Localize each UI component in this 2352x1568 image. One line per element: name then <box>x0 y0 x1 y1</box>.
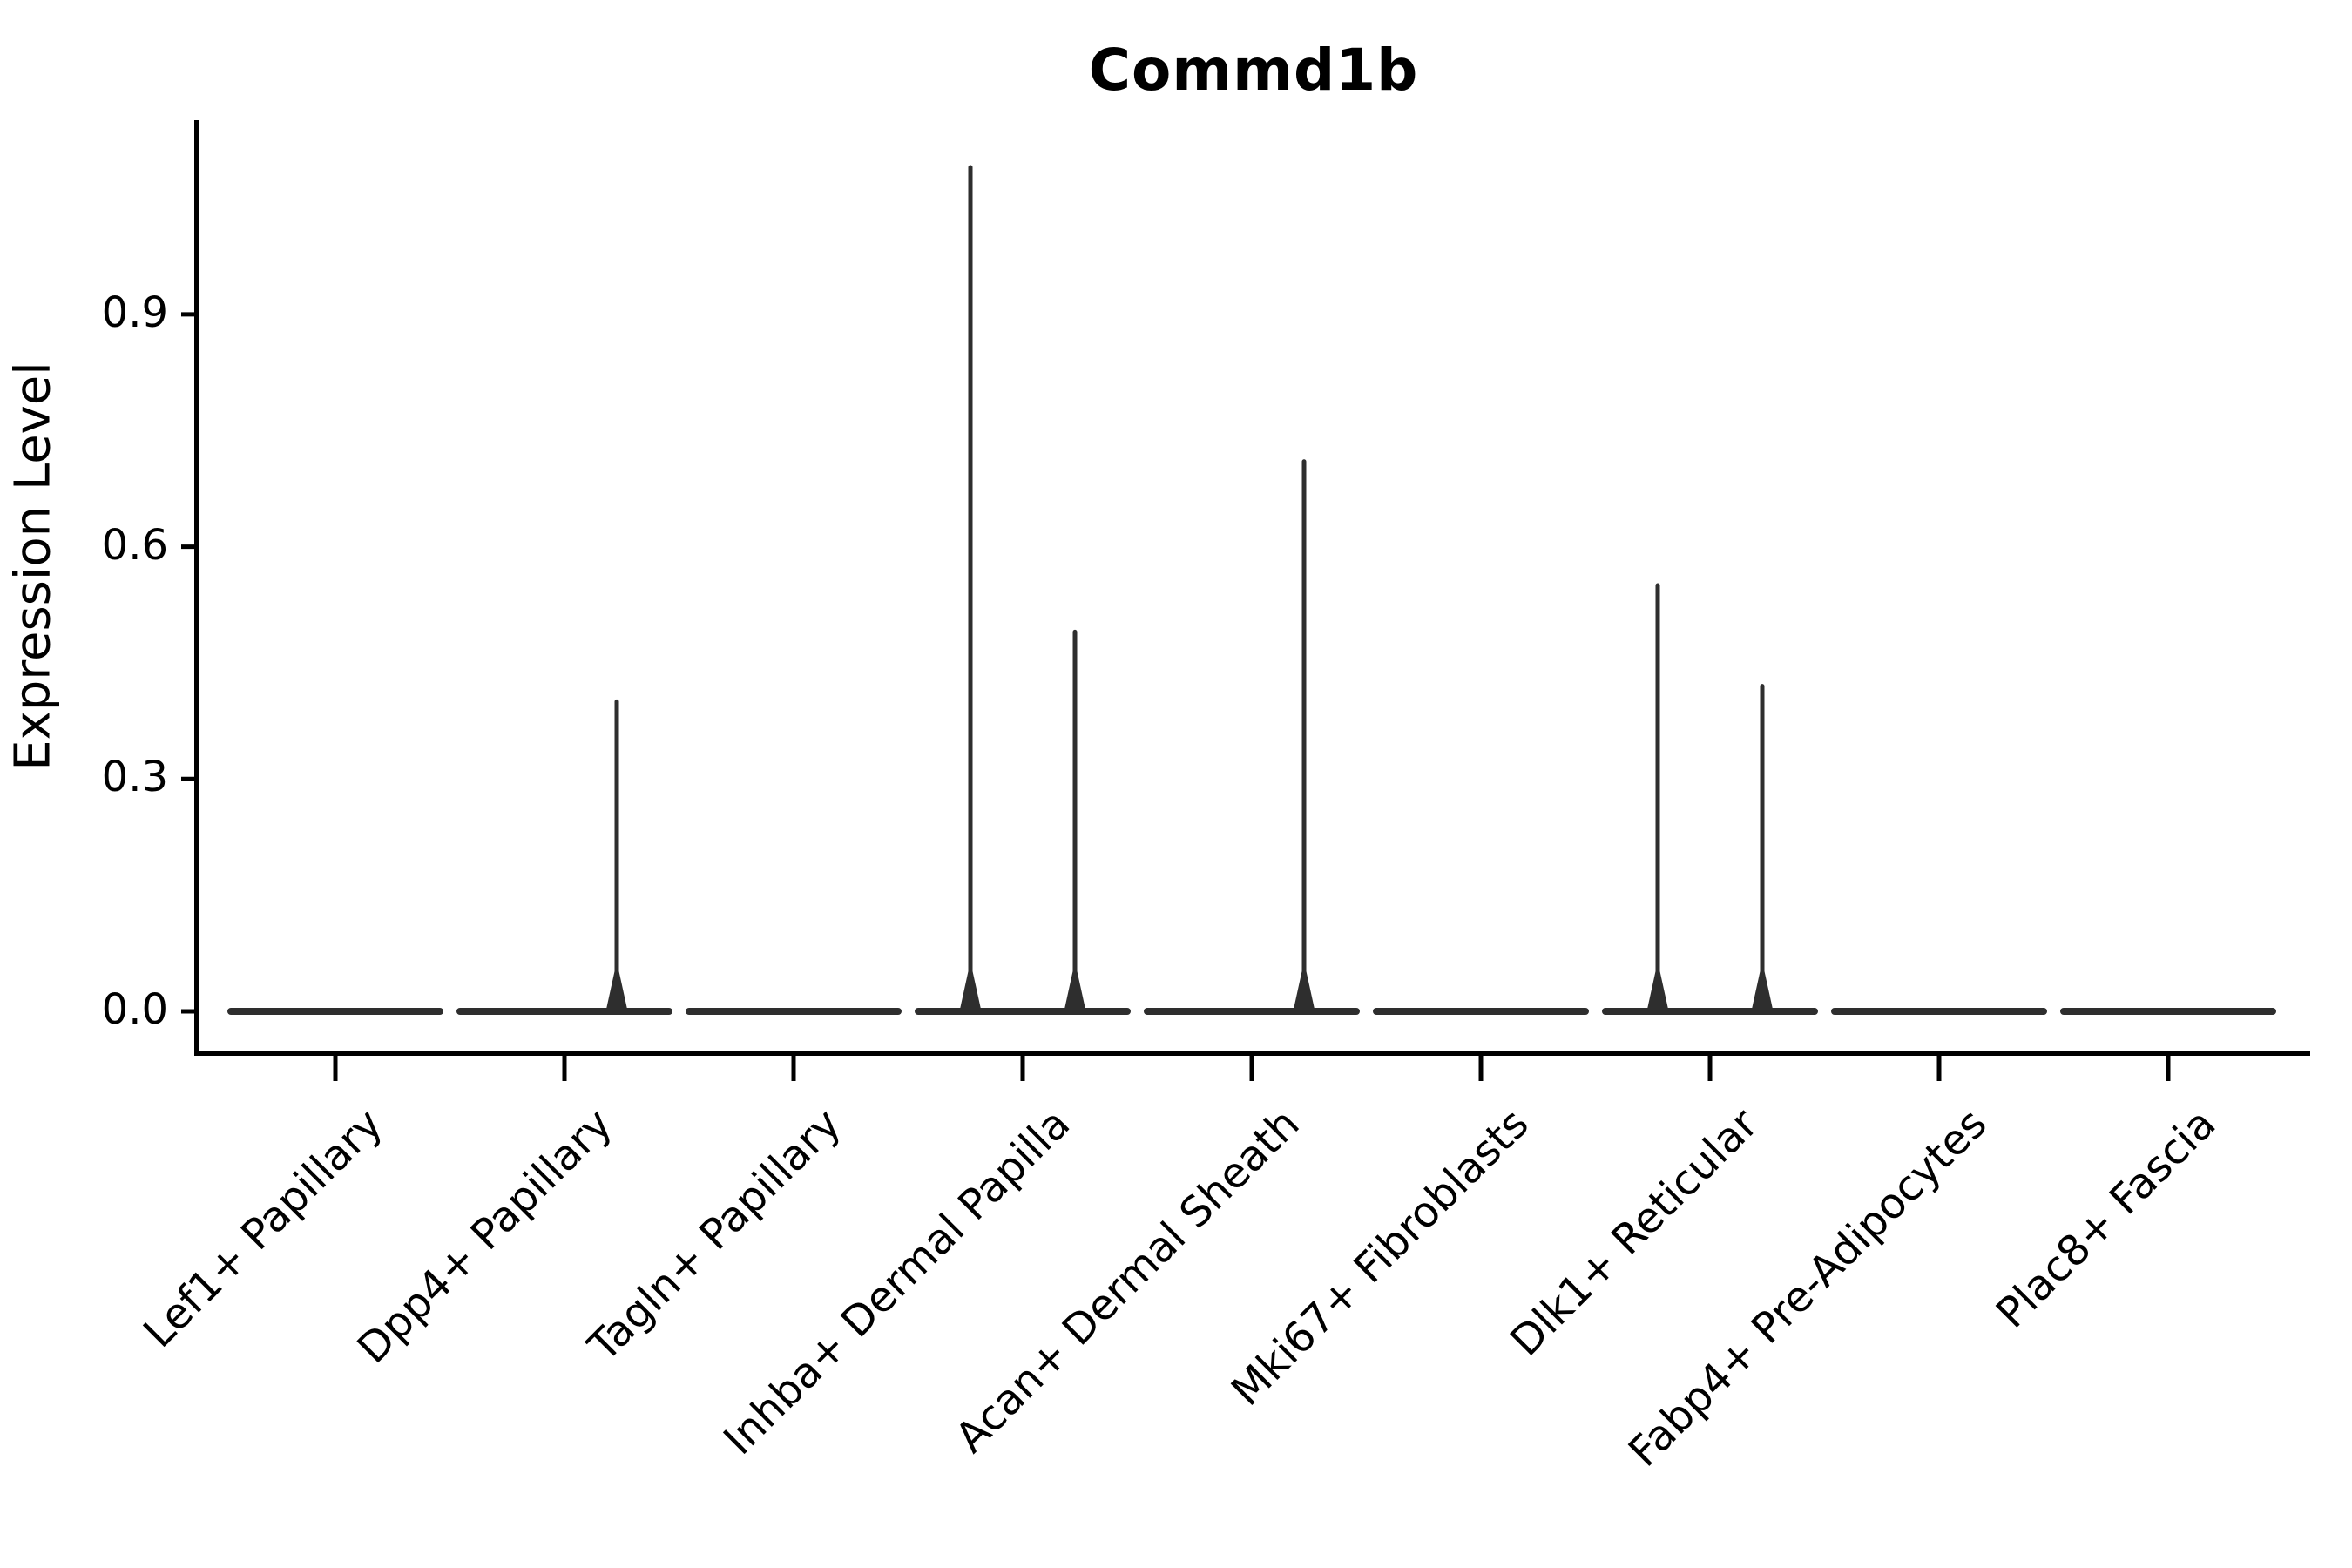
chart-title: Commd1b <box>1088 37 1419 104</box>
violin-spike-base <box>1064 971 1086 1013</box>
violin-spike-base <box>1293 971 1315 1013</box>
y-axis-title: Expression Level <box>4 361 62 771</box>
violin-spike-base <box>605 971 628 1013</box>
violin-spike-base <box>1751 971 1774 1013</box>
axes-spines <box>194 120 2310 1056</box>
y-tick-label: 0.0 <box>101 984 168 1034</box>
violin-spike-base <box>959 971 982 1013</box>
y-tick-label: 0.3 <box>101 753 168 802</box>
y-tick-label: 0.6 <box>101 520 168 570</box>
y-tick-label: 0.9 <box>101 287 168 337</box>
violin-spike-base <box>1646 971 1669 1013</box>
